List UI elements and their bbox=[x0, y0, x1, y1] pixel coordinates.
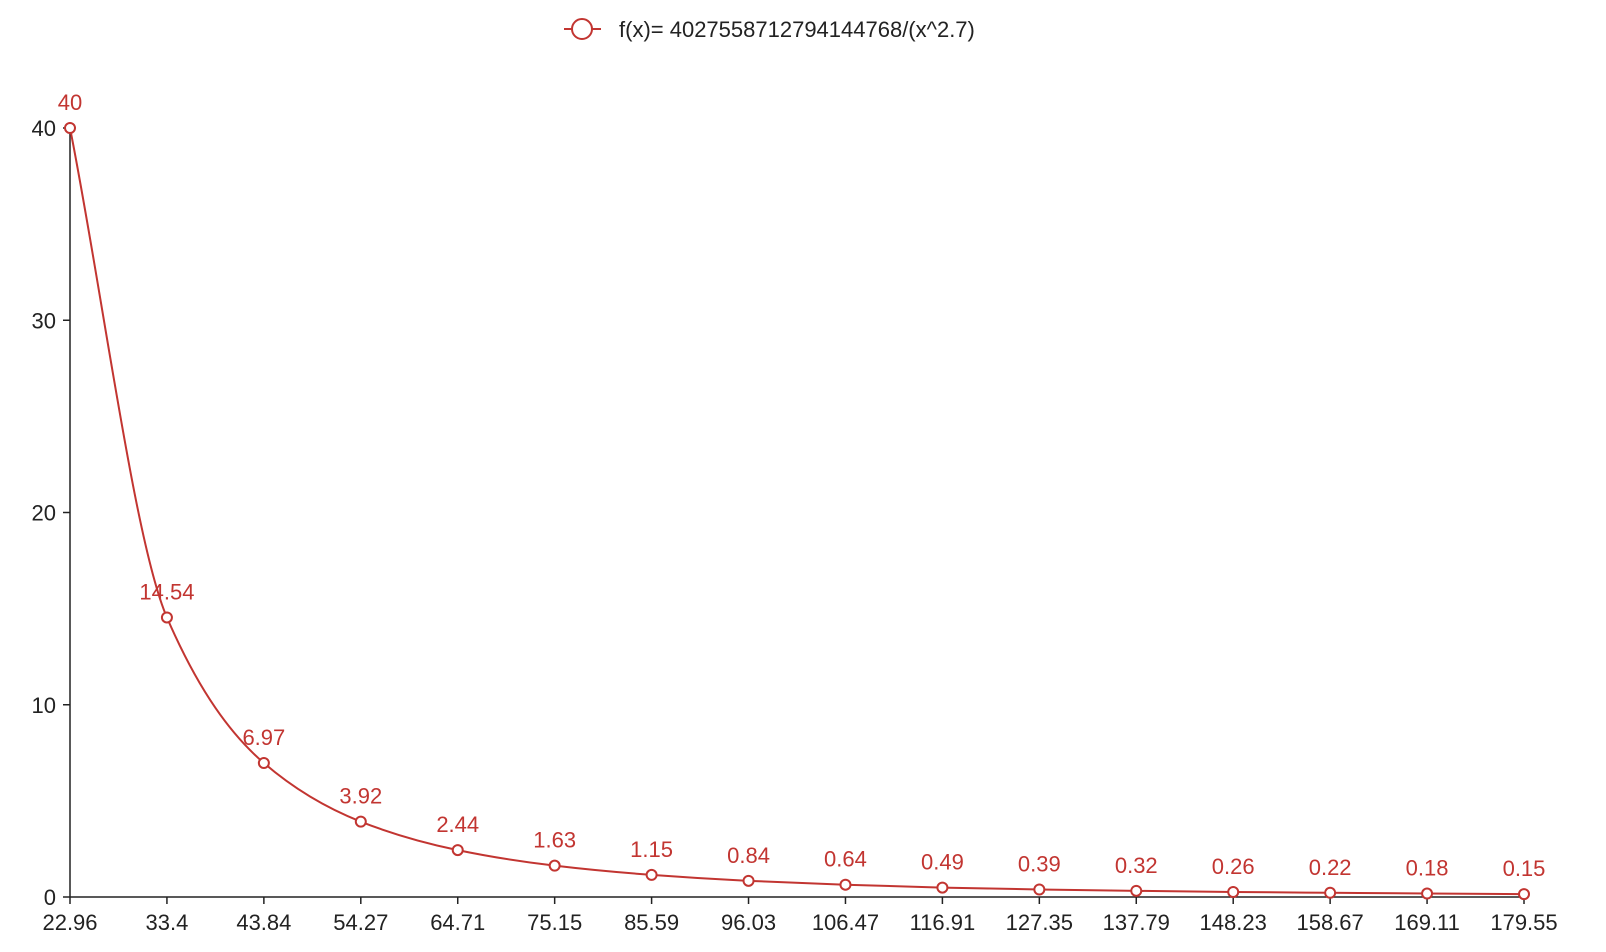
x-tick-label: 33.4 bbox=[146, 910, 189, 935]
x-tick-label: 179.55 bbox=[1490, 910, 1557, 935]
data-point[interactable] bbox=[1324, 886, 1337, 899]
data-point[interactable] bbox=[839, 878, 852, 891]
x-tick-label: 169.11 bbox=[1394, 910, 1460, 935]
x-tick-label: 158.67 bbox=[1296, 910, 1363, 935]
y-axis: 0 10 20 30 40 bbox=[32, 116, 71, 910]
data-point[interactable] bbox=[1421, 887, 1434, 900]
x-tick-label: 96.03 bbox=[721, 910, 776, 935]
data-label: 14.54 bbox=[139, 579, 194, 604]
data-point[interactable] bbox=[64, 122, 76, 134]
x-tick-label: 64.71 bbox=[430, 910, 485, 935]
x-tick-label: 43.84 bbox=[236, 910, 291, 935]
data-point[interactable] bbox=[936, 881, 949, 894]
x-tick-label: 148.23 bbox=[1200, 910, 1267, 935]
data-label: 2.44 bbox=[436, 812, 479, 837]
y-tick-label: 40 bbox=[32, 116, 56, 141]
legend-series-label: f(x)= 4027558712794144768/(x^2.7) bbox=[619, 17, 975, 42]
data-point[interactable] bbox=[548, 859, 561, 872]
data-point[interactable] bbox=[742, 874, 755, 887]
y-tick-label: 10 bbox=[32, 693, 56, 718]
data-label: 0.49 bbox=[921, 850, 964, 875]
data-point[interactable] bbox=[1033, 883, 1046, 896]
data-label: 3.92 bbox=[339, 784, 382, 809]
data-point[interactable] bbox=[257, 757, 270, 770]
x-tick-label: 85.59 bbox=[624, 910, 679, 935]
data-label: 0.26 bbox=[1212, 854, 1255, 879]
x-tick-label: 106.47 bbox=[812, 910, 879, 935]
data-label: 40 bbox=[58, 90, 82, 115]
data-label: 0.32 bbox=[1115, 853, 1158, 878]
x-tick-label: 22.96 bbox=[42, 910, 97, 935]
data-point[interactable] bbox=[354, 815, 367, 828]
data-point[interactable] bbox=[1130, 884, 1143, 897]
data-point[interactable] bbox=[645, 868, 658, 881]
data-label: 6.97 bbox=[242, 725, 285, 750]
y-tick-label: 0 bbox=[44, 885, 56, 910]
data-label: 0.84 bbox=[727, 843, 770, 868]
data-label: 0.39 bbox=[1018, 852, 1061, 877]
data-label: 1.15 bbox=[630, 837, 673, 862]
data-label: 0.64 bbox=[824, 847, 867, 872]
legend[interactable]: f(x)= 4027558712794144768/(x^2.7) bbox=[564, 17, 975, 42]
data-label: 0.22 bbox=[1309, 855, 1352, 880]
data-point[interactable] bbox=[160, 611, 173, 624]
series-line bbox=[69, 127, 1525, 896]
x-axis: 22.96 33.4 43.84 54.27 64.71 75.15 85.59 96.03 1… bbox=[42, 896, 1558, 935]
x-tick-label: 137.79 bbox=[1103, 910, 1170, 935]
x-tick-label: 75.15 bbox=[527, 910, 582, 935]
x-tick-label: 116.91 bbox=[910, 910, 976, 935]
x-tick-label: 127.35 bbox=[1006, 910, 1073, 935]
data-point[interactable] bbox=[1518, 888, 1530, 901]
data-label: 1.63 bbox=[533, 828, 576, 853]
y-tick-label: 30 bbox=[32, 308, 56, 333]
data-label: 0.15 bbox=[1503, 856, 1546, 881]
data-point[interactable] bbox=[451, 844, 464, 857]
data-label: 0.18 bbox=[1406, 856, 1449, 881]
legend-circle-marker bbox=[571, 18, 593, 40]
y-tick-label: 20 bbox=[32, 501, 56, 526]
data-point[interactable] bbox=[1227, 886, 1240, 899]
series-0: 40 14.54 6.97 3.92 2.44 1.63 1.15 0.84 0.64 0.49 0… bbox=[58, 90, 1546, 901]
x-tick-label: 54.27 bbox=[333, 910, 388, 935]
